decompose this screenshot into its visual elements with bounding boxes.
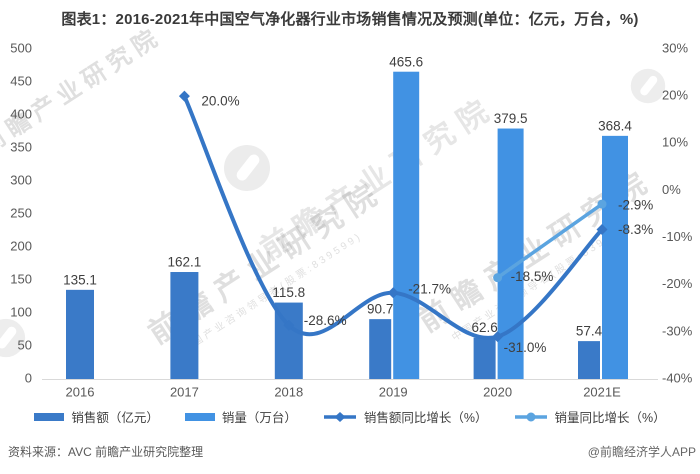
- bar-label-sales-2020: 62.6: [471, 320, 497, 335]
- bar-sales-2020: [473, 337, 496, 379]
- legend-swatch-bar-sales: [34, 412, 65, 421]
- legend-swatch-bar-volume: [184, 412, 215, 421]
- bar-sales-2016: [66, 289, 94, 379]
- legend-marker-circle-icon: [526, 412, 536, 421]
- legend-item-sales_growth: 销售额同比增长（%）: [323, 407, 488, 426]
- right-axis-tick-10: 10%: [662, 135, 688, 150]
- legend-item-volume_growth: 销量同比增长（%）: [514, 407, 666, 426]
- bar-volume-2019: [393, 71, 420, 379]
- bar-sales-2019: [369, 319, 392, 379]
- line-label-sales_growth-2020: -31.0%: [504, 340, 547, 355]
- x-axis-label-2016: 2016: [66, 384, 95, 399]
- legend-item-volume: 销量（万台）: [184, 407, 297, 426]
- bar-label-sales-2018: 115.8: [272, 285, 305, 300]
- left-axis-tick-500: 500: [10, 40, 32, 55]
- left-axis-tick-100: 100: [10, 304, 32, 319]
- right-axis-tick-0: 0%: [662, 182, 681, 197]
- line-label-sales_growth-2017: 20.0%: [201, 94, 239, 109]
- x-axis-label-2018: 2018: [274, 384, 303, 399]
- left-axis-tick-50: 50: [18, 337, 32, 352]
- bar-label-sales-2019: 90.7: [367, 302, 393, 317]
- bar-label-sales-2017: 162.1: [168, 255, 202, 270]
- left-axis-tick-200: 200: [10, 238, 32, 253]
- bar-label-sales-2016: 135.1: [63, 272, 97, 287]
- left-axis-tick-150: 150: [10, 271, 32, 286]
- x-axis-label-2021E: 2021E: [583, 384, 621, 399]
- line-label-sales_growth-2018: -28.6%: [304, 313, 347, 328]
- bar-label-volume-2020: 379.5: [494, 111, 528, 126]
- right-axis-tick-30: 30%: [662, 40, 688, 55]
- chart-plot-area: 50045040035030025020015010050030%20%10%0…: [10, 40, 693, 399]
- right-axis-tick--20: -20%: [662, 276, 693, 291]
- x-axis-label-2020: 2020: [483, 384, 512, 399]
- right-axis-tick--30: -30%: [662, 323, 693, 338]
- bar-label-volume-2021E: 368.4: [598, 118, 632, 133]
- marker-diamond-sales_growth-2020: [492, 331, 504, 343]
- left-axis-tick-350: 350: [10, 139, 32, 154]
- legend-label-sales: 销售额（亿元）: [71, 411, 159, 425]
- source-note: 资料来源：AVC 前瞻产业研究院整理: [8, 445, 204, 459]
- marker-circle-volume_growth-2021E: [597, 199, 607, 209]
- legend-marker-diamond-icon: [334, 411, 346, 422]
- legend-label-volume: 销量（万台）: [221, 411, 297, 425]
- page-title: 图表1：2016-2021年中国空气净化器行业市场销售情况及预测(单位：亿元，万…: [61, 11, 639, 28]
- legend-swatch-line-volume_growth: [514, 412, 547, 421]
- legend-label-volume_growth: 销量同比增长（%）: [554, 411, 666, 425]
- line-label-sales_growth-2021E: -8.3%: [618, 222, 653, 237]
- line-volume_growth: [495, 202, 604, 280]
- bar-sales-2021E: [578, 341, 600, 379]
- bar-sales-2017: [170, 272, 199, 379]
- x-axis-label-2017: 2017: [170, 384, 199, 399]
- line-sales_growth: [182, 94, 604, 340]
- line-label-sales_growth-2019: -21.7%: [408, 281, 451, 296]
- bar-label-volume-2019: 465.6: [389, 54, 423, 69]
- line-label-volume_growth-2020: -18.5%: [511, 269, 554, 284]
- marker-diamond-sales_growth-2017: [178, 90, 190, 102]
- bar-label-sales-2021E: 57.4: [576, 324, 603, 339]
- marker-circle-volume_growth-2020: [493, 273, 503, 283]
- left-axis-tick-400: 400: [10, 106, 32, 121]
- left-axis-tick-450: 450: [10, 73, 32, 88]
- chart-legend: 销售额（亿元） 销量（万台） 销售额同比增长（%） 销量同比增长（%）: [0, 407, 700, 426]
- right-axis-tick--40: -40%: [662, 370, 693, 385]
- left-axis-tick-300: 300: [10, 172, 32, 187]
- left-axis-tick-0: 0: [25, 370, 32, 385]
- legend-item-sales: 销售额（亿元）: [34, 407, 159, 426]
- marker-diamond-sales_growth-2019: [387, 287, 399, 299]
- marker-diamond-sales_growth-2021E: [596, 224, 608, 236]
- legend-swatch-line-sales_growth: [323, 411, 356, 422]
- bar-volume-2021E: [602, 135, 628, 379]
- left-axis-tick-250: 250: [10, 205, 32, 220]
- line-label-volume_growth-2021E: -2.9%: [618, 198, 653, 213]
- credit-note: @前瞻经济学人APP: [587, 445, 696, 459]
- legend-label-sales_growth: 销售额同比增长（%）: [363, 411, 488, 425]
- right-axis-tick-20: 20%: [662, 88, 688, 103]
- marker-diamond-sales_growth-2018: [283, 319, 295, 331]
- x-axis-label-2019: 2019: [379, 384, 408, 399]
- right-axis-tick--10: -10%: [662, 229, 693, 244]
